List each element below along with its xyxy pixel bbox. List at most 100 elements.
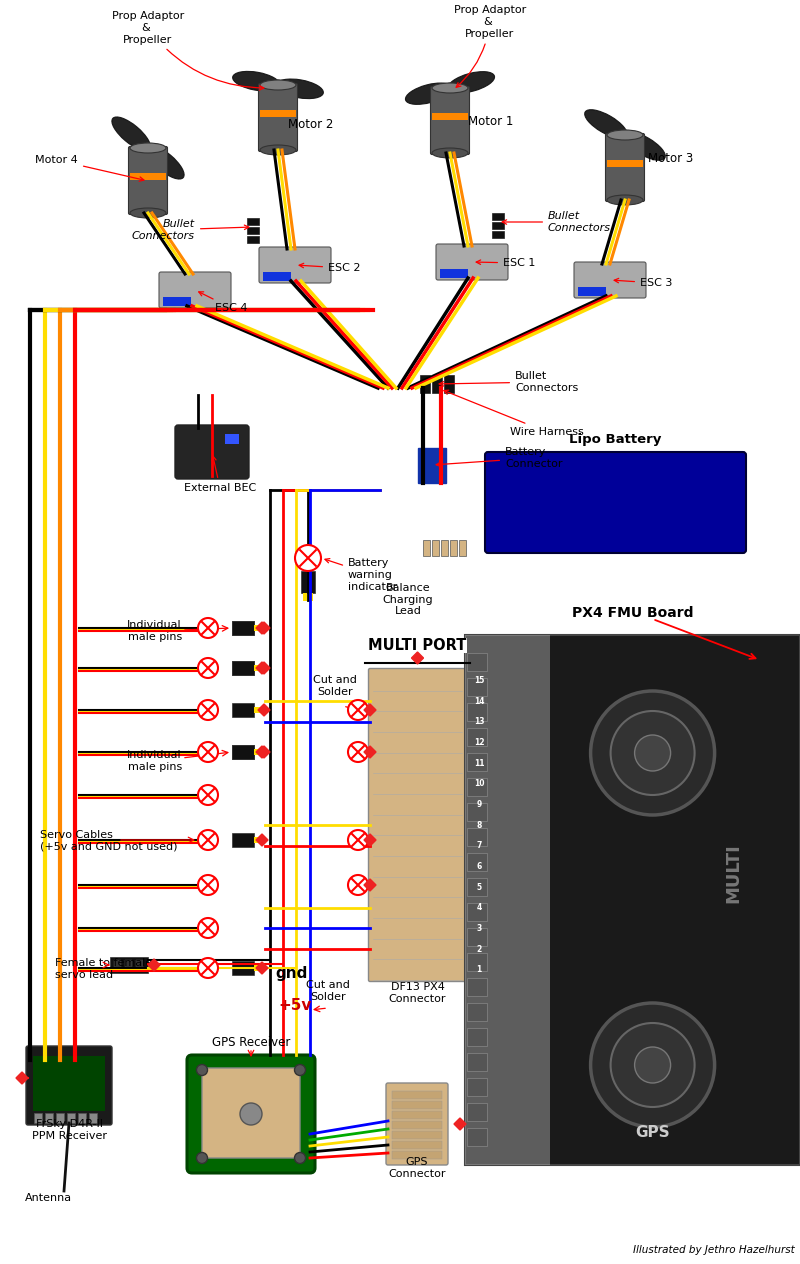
Bar xyxy=(254,665,260,671)
Circle shape xyxy=(198,918,218,938)
Bar xyxy=(254,624,260,631)
Circle shape xyxy=(468,938,490,959)
Bar xyxy=(263,272,291,281)
Bar xyxy=(232,961,254,975)
Text: Battery
warning
indicator: Battery warning indicator xyxy=(325,559,398,592)
Bar xyxy=(392,1121,442,1129)
Polygon shape xyxy=(258,662,270,674)
Bar xyxy=(392,1141,442,1149)
Text: GPS Receiver: GPS Receiver xyxy=(212,1036,290,1049)
Ellipse shape xyxy=(448,72,494,94)
Bar xyxy=(232,744,254,758)
Bar xyxy=(254,624,260,631)
FancyBboxPatch shape xyxy=(606,134,645,201)
Ellipse shape xyxy=(130,143,166,153)
Ellipse shape xyxy=(130,209,166,217)
Text: gnd: gnd xyxy=(276,966,308,981)
Text: MULTI: MULTI xyxy=(724,843,742,904)
Circle shape xyxy=(348,742,368,762)
Circle shape xyxy=(468,690,490,712)
Circle shape xyxy=(634,1047,670,1083)
FancyBboxPatch shape xyxy=(175,425,249,479)
Bar xyxy=(78,1114,86,1122)
Bar xyxy=(467,678,487,696)
FancyBboxPatch shape xyxy=(369,669,466,982)
Text: 12: 12 xyxy=(474,738,484,747)
Bar xyxy=(232,661,254,675)
Bar xyxy=(392,1101,442,1109)
Circle shape xyxy=(468,794,490,815)
Circle shape xyxy=(634,734,670,771)
Circle shape xyxy=(198,618,218,638)
Text: Servo Cables
(+5v and GND not used): Servo Cables (+5v and GND not used) xyxy=(40,830,178,852)
Bar xyxy=(432,540,439,556)
Ellipse shape xyxy=(146,145,184,179)
Text: Lipo Battery: Lipo Battery xyxy=(570,434,662,446)
Bar xyxy=(467,803,487,822)
Polygon shape xyxy=(258,622,270,635)
Circle shape xyxy=(468,876,490,897)
Ellipse shape xyxy=(622,131,666,161)
Bar xyxy=(392,1152,442,1159)
Ellipse shape xyxy=(112,118,150,150)
Bar xyxy=(467,878,487,896)
Bar xyxy=(254,837,260,843)
Bar xyxy=(467,902,487,921)
Bar xyxy=(309,593,313,600)
Circle shape xyxy=(198,830,218,849)
FancyBboxPatch shape xyxy=(436,244,508,281)
Ellipse shape xyxy=(276,80,323,99)
Bar xyxy=(492,231,504,238)
Circle shape xyxy=(143,143,153,153)
Ellipse shape xyxy=(607,130,643,140)
Text: DF13 PX4
Connector: DF13 PX4 Connector xyxy=(389,982,446,1004)
Circle shape xyxy=(348,700,368,720)
Polygon shape xyxy=(364,704,376,715)
Bar xyxy=(465,635,800,1165)
Text: Bullet
Connectors: Bullet Connectors xyxy=(132,219,249,241)
Text: Cut and
Solder: Cut and Solder xyxy=(313,675,357,696)
Bar xyxy=(225,434,239,444)
Circle shape xyxy=(198,742,218,762)
Bar xyxy=(392,1131,442,1139)
Bar xyxy=(492,222,504,229)
Circle shape xyxy=(590,691,714,815)
Bar xyxy=(303,593,307,600)
Polygon shape xyxy=(16,1072,28,1085)
FancyBboxPatch shape xyxy=(187,1055,315,1173)
Text: 3: 3 xyxy=(476,924,482,933)
Bar xyxy=(467,853,487,871)
Text: Motor 3: Motor 3 xyxy=(648,152,694,166)
Bar xyxy=(467,653,487,671)
Polygon shape xyxy=(256,746,268,758)
Text: 4: 4 xyxy=(476,904,482,913)
Circle shape xyxy=(468,732,490,753)
Circle shape xyxy=(620,130,630,140)
FancyBboxPatch shape xyxy=(485,453,746,554)
Text: 1: 1 xyxy=(476,966,482,975)
Text: +5v: +5v xyxy=(278,999,312,1012)
Bar xyxy=(114,959,121,969)
Text: Female to female
servo lead: Female to female servo lead xyxy=(55,958,152,980)
Bar xyxy=(232,621,254,635)
Text: 7: 7 xyxy=(476,841,482,851)
Text: GPS: GPS xyxy=(635,1125,670,1140)
FancyBboxPatch shape xyxy=(430,86,470,154)
Bar xyxy=(247,236,259,243)
Bar xyxy=(467,703,487,720)
Bar xyxy=(247,228,259,234)
Text: Battery
Connector: Battery Connector xyxy=(436,447,562,469)
Text: Wire Harness: Wire Harness xyxy=(444,391,584,437)
Ellipse shape xyxy=(260,145,296,155)
Ellipse shape xyxy=(432,83,468,94)
Circle shape xyxy=(468,896,490,919)
Text: ESC 3: ESC 3 xyxy=(614,278,672,288)
Text: FrSky D4R-II
PPM Receiver: FrSky D4R-II PPM Receiver xyxy=(31,1120,106,1141)
Bar xyxy=(432,375,442,393)
Circle shape xyxy=(198,958,218,978)
Polygon shape xyxy=(256,962,268,975)
Text: Motor 4: Motor 4 xyxy=(35,155,144,181)
Text: GPS
Connector: GPS Connector xyxy=(388,1158,446,1179)
Text: Prop Adaptor
& 
Propeller: Prop Adaptor & Propeller xyxy=(112,11,264,90)
Polygon shape xyxy=(256,834,268,846)
